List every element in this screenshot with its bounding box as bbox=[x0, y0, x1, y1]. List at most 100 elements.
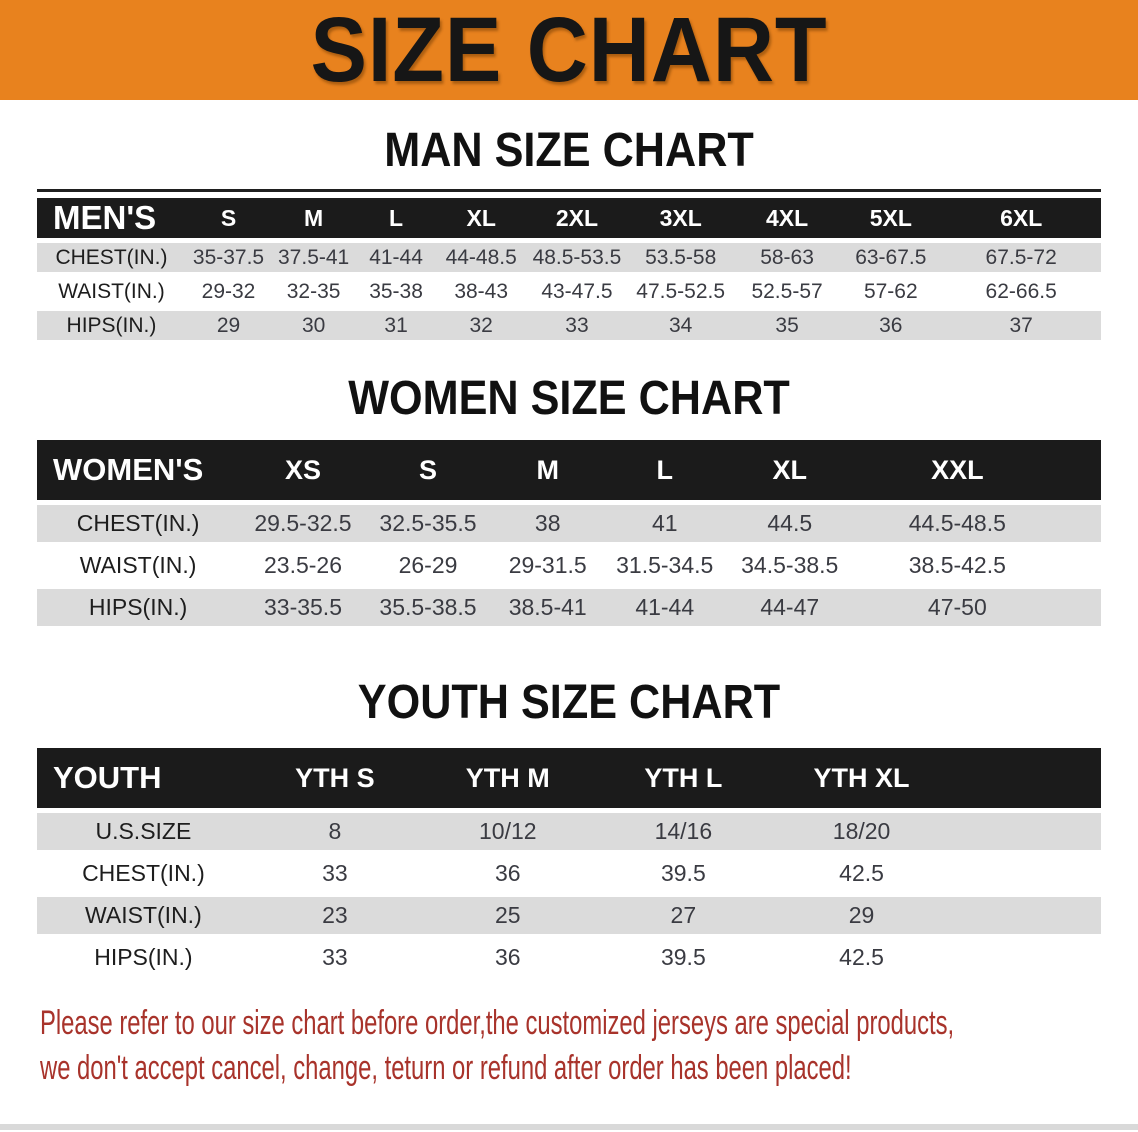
filler-cell bbox=[1058, 440, 1101, 500]
size-value: 34 bbox=[627, 311, 734, 340]
man-size-section: MAN SIZE CHART MEN'S S M L XL 2XL 3XL 4XL 5XL 6XL… bbox=[0, 125, 1138, 345]
man-section-heading: MAN SIZE CHART bbox=[384, 124, 754, 177]
youth-size-table: YOUTH YTH S YTH M YTH L YTH XL U.S.SIZE 8 10/12… bbox=[37, 743, 1101, 981]
size-value: 47-50 bbox=[856, 589, 1059, 626]
bottom-edge-strip bbox=[0, 1124, 1138, 1130]
size-value: 44.5 bbox=[723, 505, 857, 542]
youth-section-heading: YOUTH SIZE CHART bbox=[357, 676, 781, 729]
measurement-label: HIPS(IN.) bbox=[37, 589, 240, 626]
size-column-header: YTH M bbox=[465, 762, 550, 793]
notice-line-2: we don't accept cancel, change, teturn o… bbox=[40, 1049, 852, 1087]
size-column-header: L bbox=[656, 454, 673, 485]
size-column-header: 2XL bbox=[555, 204, 599, 231]
size-value: 29 bbox=[771, 897, 952, 934]
size-value: 29 bbox=[185, 311, 272, 340]
size-value: 41 bbox=[606, 505, 724, 542]
size-value: 43-47.5 bbox=[526, 277, 628, 306]
size-value: 42.5 bbox=[771, 939, 952, 976]
men-size-table: MEN'S S M L XL 2XL 3XL 4XL 5XL 6XL CHEST(IN.) 35-37… bbox=[37, 193, 1101, 345]
table-group-label: MEN'S bbox=[53, 199, 157, 236]
youth-size-section: YOUTH SIZE CHART YOUTH YTH S YTH M YTH L YTH… bbox=[0, 677, 1138, 981]
measurement-row: WAIST(IN.) 23.5-26 26-29 29-31.5 31.5-34.5 34… bbox=[37, 547, 1101, 584]
size-value: 27 bbox=[595, 897, 772, 934]
size-value: 41-44 bbox=[356, 243, 436, 272]
size-value: 37 bbox=[941, 311, 1101, 340]
measurement-row: HIPS(IN.) 33-35.5 35.5-38.5 38.5-41 41-44 44-… bbox=[37, 589, 1101, 626]
size-column-header: 6XL bbox=[1000, 204, 1043, 231]
size-value: 18/20 bbox=[771, 813, 952, 850]
size-value: 33-35.5 bbox=[239, 589, 367, 626]
filler-cell bbox=[952, 813, 1101, 850]
size-value: 25 bbox=[420, 897, 596, 934]
filler-cell bbox=[952, 855, 1101, 892]
measurement-row: U.S.SIZE 8 10/12 14/16 18/20 bbox=[37, 813, 1101, 850]
measurement-label: WAIST(IN.) bbox=[37, 277, 186, 306]
size-value: 29-31.5 bbox=[489, 547, 607, 584]
size-value: 32 bbox=[435, 311, 527, 340]
size-value: 35-37.5 bbox=[185, 243, 272, 272]
size-value: 35-38 bbox=[356, 277, 436, 306]
size-value: 26-29 bbox=[366, 547, 490, 584]
size-value: 30 bbox=[271, 311, 357, 340]
table-group-label: WOMEN'S bbox=[53, 452, 204, 487]
size-column-header: YTH S bbox=[295, 762, 375, 793]
measurement-label: HIPS(IN.) bbox=[37, 311, 186, 340]
size-column-header: YTH XL bbox=[813, 762, 910, 793]
size-value: 33 bbox=[249, 855, 421, 892]
size-value: 39.5 bbox=[595, 855, 772, 892]
size-column-header: YTH L bbox=[644, 762, 723, 793]
measurement-row: HIPS(IN.) 29 30 31 32 33 34 35 36 37 bbox=[37, 311, 1101, 340]
size-value: 32-35 bbox=[271, 277, 357, 306]
size-value: 67.5-72 bbox=[941, 243, 1101, 272]
size-value: 47.5-52.5 bbox=[627, 277, 734, 306]
measurement-label: U.S.SIZE bbox=[37, 813, 250, 850]
size-value: 23 bbox=[249, 897, 421, 934]
measurement-row: HIPS(IN.) 33 36 39.5 42.5 bbox=[37, 939, 1101, 976]
size-value: 35 bbox=[733, 311, 841, 340]
size-value: 31 bbox=[356, 311, 436, 340]
women-size-section: WOMEN SIZE CHART WOMEN'S XS S M L XL XXL CHEST(… bbox=[0, 373, 1138, 631]
size-value: 39.5 bbox=[595, 939, 772, 976]
size-value: 14/16 bbox=[595, 813, 772, 850]
size-value: 52.5-57 bbox=[733, 277, 841, 306]
order-notice: Please refer to our size chart before or… bbox=[40, 1001, 1138, 1091]
size-column-header: XL bbox=[466, 204, 496, 231]
measurement-label: WAIST(IN.) bbox=[37, 547, 240, 584]
measurement-label: WAIST(IN.) bbox=[37, 897, 250, 934]
size-column-header: M bbox=[536, 454, 559, 485]
size-value: 34.5-38.5 bbox=[723, 547, 857, 584]
size-column-header: M bbox=[304, 204, 324, 231]
size-value: 36 bbox=[420, 855, 596, 892]
size-value: 44-48.5 bbox=[435, 243, 527, 272]
size-value: 33 bbox=[526, 311, 628, 340]
size-value: 29-32 bbox=[185, 277, 272, 306]
size-value: 58-63 bbox=[733, 243, 841, 272]
size-value: 63-67.5 bbox=[840, 243, 942, 272]
banner-title: SIZE CHART bbox=[310, 0, 828, 101]
measurement-label: HIPS(IN.) bbox=[37, 939, 250, 976]
size-column-header: XL bbox=[772, 454, 807, 485]
banner: SIZE CHART bbox=[0, 0, 1138, 100]
size-value: 57-62 bbox=[840, 277, 942, 306]
filler-cell bbox=[1058, 589, 1101, 626]
size-value: 36 bbox=[420, 939, 596, 976]
notice-line-1: Please refer to our size chart before or… bbox=[40, 1004, 955, 1042]
measurement-label: CHEST(IN.) bbox=[37, 243, 186, 272]
size-value: 36 bbox=[840, 311, 942, 340]
size-column-header: 3XL bbox=[659, 204, 702, 231]
filler-cell bbox=[952, 897, 1101, 934]
measurement-label: CHEST(IN.) bbox=[37, 855, 250, 892]
size-value: 23.5-26 bbox=[239, 547, 367, 584]
size-value: 48.5-53.5 bbox=[526, 243, 628, 272]
women-size-table: WOMEN'S XS S M L XL XXL CHEST(IN.) 29.5-32.5 32.5… bbox=[37, 435, 1101, 631]
measurement-row: CHEST(IN.) 29.5-32.5 32.5-35.5 38 41 44.5 44.5… bbox=[37, 505, 1101, 542]
size-value: 53.5-58 bbox=[627, 243, 734, 272]
women-section-heading: WOMEN SIZE CHART bbox=[348, 372, 790, 425]
size-column-header: 4XL bbox=[765, 204, 809, 231]
size-value: 35.5-38.5 bbox=[366, 589, 490, 626]
filler-cell bbox=[952, 939, 1101, 976]
size-header-row: YOUTH YTH S YTH M YTH L YTH XL bbox=[37, 748, 1101, 808]
size-value: 8 bbox=[249, 813, 421, 850]
size-value: 44-47 bbox=[723, 589, 857, 626]
size-value: 29.5-32.5 bbox=[239, 505, 367, 542]
